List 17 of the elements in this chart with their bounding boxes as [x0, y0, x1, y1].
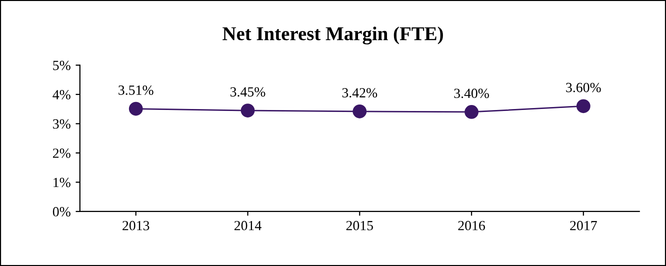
x-tick-label: 2016 [458, 220, 485, 230]
y-tick-label: 3% [53, 119, 70, 129]
y-tick-label: 4% [52, 90, 70, 100]
x-tick-label: 2013 [122, 220, 150, 230]
x-tick-label: 2014 [234, 220, 262, 230]
chart-title: Net Interest Margin (FTE) [222, 26, 443, 44]
y-tick-label: 1% [54, 178, 70, 188]
data-label: 3.40% [454, 88, 489, 98]
data-label: 3.45% [230, 87, 266, 97]
data-label: 3.51% [118, 85, 154, 95]
y-tick-label: 2% [52, 148, 70, 158]
x-tick-label: 2017 [570, 220, 597, 230]
y-tick-label: 0% [52, 207, 70, 216]
data-label: 3.60% [566, 82, 601, 92]
x-tick-label: 2015 [346, 220, 373, 230]
y-tick-label: 5% [53, 60, 70, 70]
data-label: 3.42% [342, 88, 378, 98]
